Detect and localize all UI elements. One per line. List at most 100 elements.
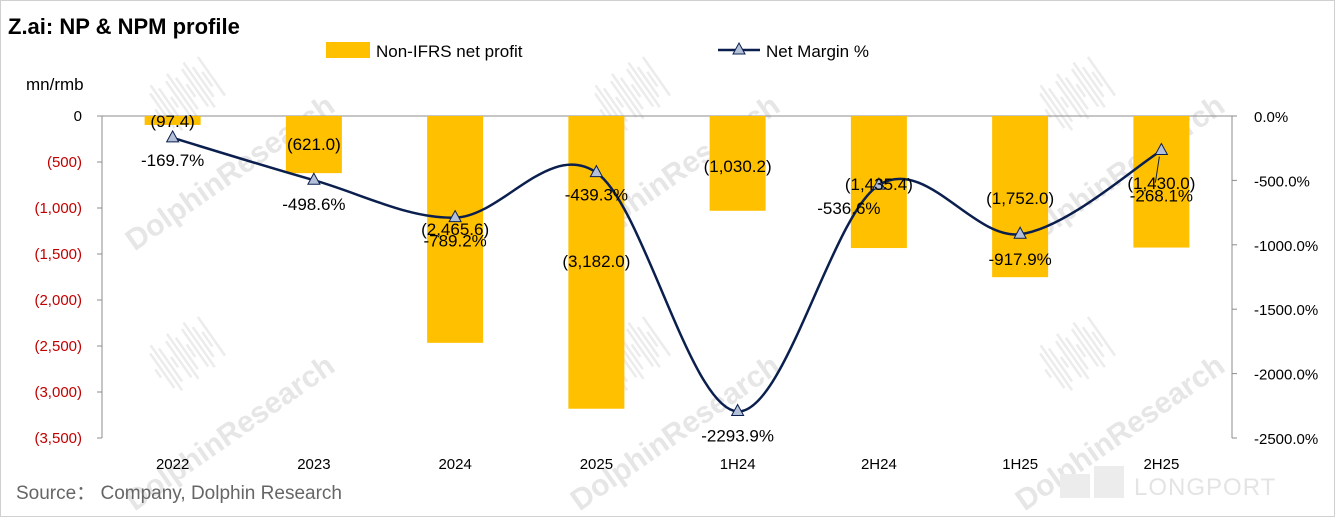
x-tick-label: 1H24 [720, 456, 756, 473]
watermark-wave-bar [1039, 344, 1074, 392]
net-margin-marker [872, 177, 886, 190]
watermark-wave-bar [166, 333, 200, 380]
legend-bar-swatch [326, 42, 370, 58]
watermark-wave-bar [185, 343, 197, 358]
x-tick-label: 2H24 [861, 456, 897, 473]
watermark-wave-bar [1086, 56, 1117, 97]
watermark-wave-bar [1081, 326, 1105, 358]
watermark-wave-bar [196, 56, 227, 97]
bar [285, 116, 342, 174]
watermark-wave-bar [610, 80, 638, 118]
source-note: Source： Company, Dolphin Research [16, 483, 342, 504]
bar [144, 116, 201, 125]
watermark-wave-bar [625, 68, 655, 108]
watermark-wave-bar [180, 328, 210, 368]
watermark-wave-bar [169, 96, 180, 108]
line-value-label: -2293.9% [701, 426, 774, 445]
watermark-wave-bar [1039, 84, 1074, 132]
watermark-wave-bar [1086, 316, 1117, 357]
bar-value-label: (621.0) [287, 135, 341, 154]
y-axis-unit-label: mn/rmb [26, 75, 84, 94]
watermark-wave-bar [619, 337, 644, 370]
watermark-wave-bar [185, 83, 197, 98]
watermark-wave-bar [641, 316, 672, 357]
watermark-wave-bar [165, 340, 193, 378]
watermark-wave-bar [169, 356, 180, 368]
longport-logo-mark [1060, 474, 1090, 498]
bar-value-label: (3,182.0) [562, 252, 630, 271]
watermark-wave-bar [201, 331, 214, 348]
longport-logo: LONGPORT [1060, 466, 1276, 501]
watermark-wave-bar [1064, 77, 1089, 110]
watermark-wave-bar [1039, 92, 1066, 129]
watermark-wave-bar [1056, 73, 1090, 120]
bar-value-label: (1,435.4) [845, 175, 913, 194]
bar-value-label: (1,752.0) [986, 189, 1054, 208]
y-right-tick-label: -1500.0% [1254, 302, 1318, 319]
watermark-wave-bar [625, 328, 655, 368]
bar-value-label: (1,030.2) [704, 157, 772, 176]
y-left-tick-label: (2,000) [34, 292, 82, 309]
net-margin-line [165, 129, 1169, 416]
bar-value-label: (1,430.0) [1127, 174, 1195, 193]
axes: 0 (500) (1,000) (1,500) (2,000) (2,500) (3,000… [34, 108, 1318, 473]
data-labels: (97.4) (621.0) (2,465.6) (3,182.0) (1,030.2)… [141, 112, 1195, 445]
bar [992, 116, 1049, 278]
line-value-label: -917.9% [988, 250, 1051, 269]
y-right-tick-label: -500.0% [1254, 173, 1310, 190]
bar [709, 116, 766, 211]
y-right-tick-label: -2500.0% [1254, 431, 1318, 448]
y-left-tick-label: (1,000) [34, 200, 82, 217]
net-margin-line-path [172, 136, 1163, 413]
longport-logo-mark [1094, 466, 1124, 498]
watermark-wave-bar [174, 337, 199, 370]
watermark-wave-bar [1047, 87, 1074, 123]
watermark-wave-bar [149, 344, 184, 392]
watermark-wave-bar [166, 73, 200, 120]
watermark-wave-bar [154, 368, 163, 379]
net-margin-marker [1154, 142, 1169, 156]
bar-value-label: (97.4) [150, 112, 194, 131]
line-value-label: -536.6% [817, 199, 880, 218]
watermark-wave-bar [627, 321, 661, 368]
watermark-wave-bar [191, 326, 215, 358]
watermark-wave-bar [1070, 328, 1100, 368]
chart-title: Z.ai: NP & NPM profile [8, 14, 240, 39]
watermark-wave-bar [641, 56, 672, 97]
x-tick-label: 2023 [297, 456, 330, 473]
net-margin-marker [307, 172, 321, 185]
bar-value-label: (2,465.6) [421, 220, 489, 239]
y-right-tick-label: 0.0% [1254, 109, 1288, 126]
longport-wordmark: LONGPORT [1134, 474, 1276, 501]
watermark-wave-bar [1072, 61, 1106, 108]
watermark-wave-bar [1064, 337, 1089, 370]
line-value-label: -789.2% [423, 232, 486, 251]
line-value-label: -439.3% [565, 186, 628, 205]
net-margin-marker [165, 129, 180, 143]
x-tick-label: 2022 [156, 456, 189, 473]
watermark-wave-bar [191, 66, 215, 98]
watermark-wave-bar [619, 77, 644, 110]
net-margin-marker [589, 164, 604, 178]
y-left-tick-label: (2,500) [34, 338, 82, 355]
watermark-wave-bar [611, 73, 645, 120]
line-value-label: -498.6% [282, 195, 345, 214]
watermark-wave-bar [1044, 368, 1053, 379]
x-tick-label: 2024 [438, 456, 471, 473]
watermark-wave-bar [180, 68, 210, 108]
legend: Non-IFRS net profit Net Margin % [326, 41, 869, 61]
watermark-wave-bar [149, 352, 176, 389]
watermark-wave-bar [646, 331, 659, 348]
net-margin-marker [448, 209, 462, 223]
x-tick-label: 2025 [580, 456, 613, 473]
y-left-tick-label: (3,000) [34, 384, 82, 401]
watermark-wave-bar [174, 77, 199, 110]
y-left-tick-label: (500) [47, 154, 82, 171]
watermark-wave-bar [196, 316, 227, 357]
watermark-wave-bar [182, 61, 216, 108]
net-margin-marker [730, 403, 745, 416]
watermark-wave-bar [1055, 80, 1083, 118]
watermark-wave-bar [1055, 340, 1083, 378]
watermark-wave-bar [201, 71, 214, 88]
